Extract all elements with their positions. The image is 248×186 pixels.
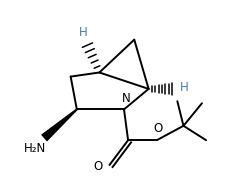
Polygon shape — [41, 109, 77, 142]
Text: H: H — [79, 26, 87, 39]
Text: N: N — [122, 92, 130, 105]
Text: H₂N: H₂N — [24, 142, 46, 155]
Text: O: O — [153, 122, 162, 135]
Text: O: O — [94, 160, 103, 173]
Text: H: H — [180, 81, 189, 94]
